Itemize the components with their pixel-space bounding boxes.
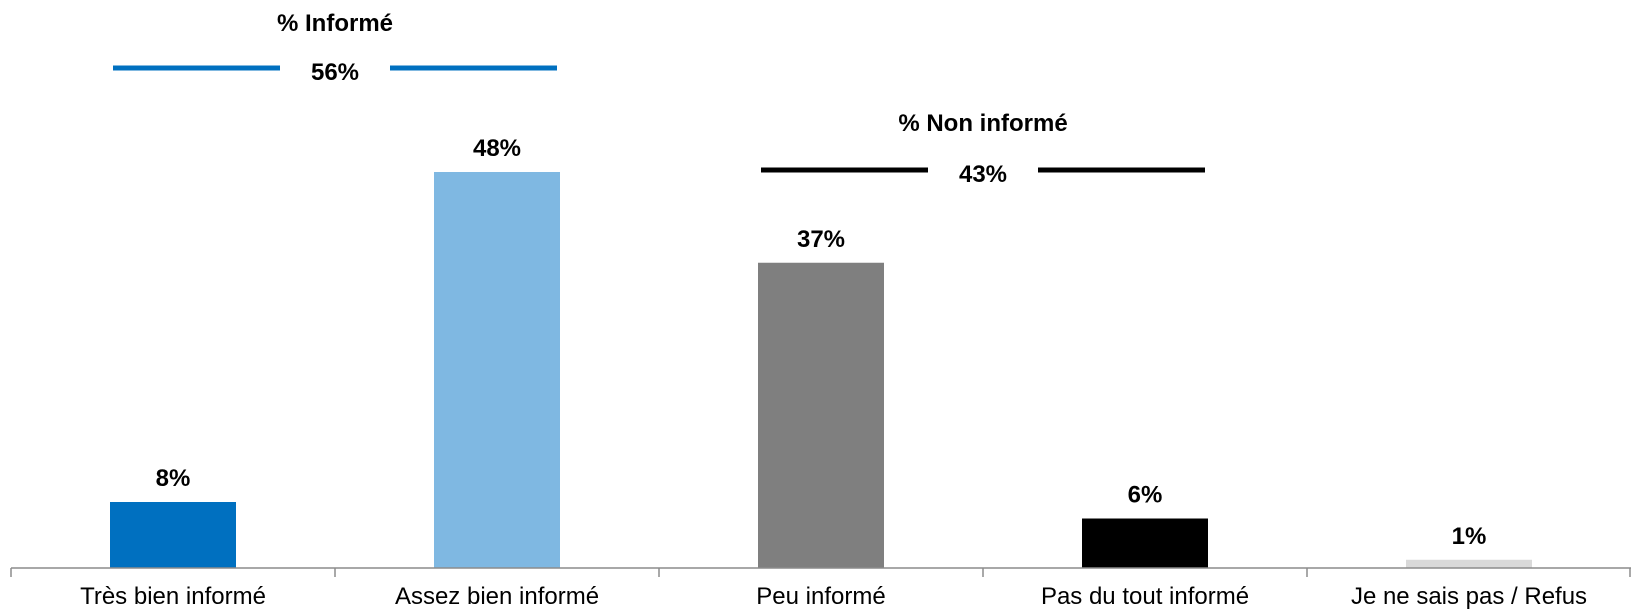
category-label-4: Je ne sais pas / Refus [1351,583,1587,610]
group-title-1: % Non informé [898,110,1067,137]
value-label-3: 6% [1128,482,1163,509]
group-value-1: 43% [959,161,1007,188]
category-label-0: Très bien informé [80,583,266,610]
value-label-2: 37% [797,226,845,253]
value-label-0: 8% [156,465,191,492]
category-label-3: Pas du tout informé [1041,583,1249,610]
group-title-0: % Informé [277,10,393,37]
value-label-1: 48% [473,135,521,162]
bar-2 [758,262,884,568]
value-label-4: 1% [1452,523,1487,550]
bar-1 [434,172,560,568]
bar-3 [1082,518,1208,568]
category-label-1: Assez bien informé [395,583,599,610]
group-value-0: 56% [311,59,359,86]
bar-0 [110,502,236,568]
category-label-2: Peu informé [756,583,885,610]
bar-4 [1406,559,1532,568]
